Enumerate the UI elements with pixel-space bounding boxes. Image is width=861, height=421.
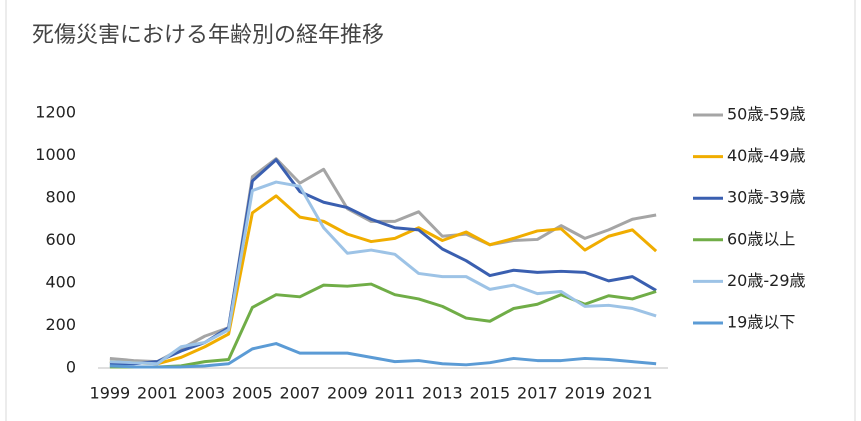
x-tick-label: 2009 bbox=[327, 384, 368, 403]
legend-label: 40歳-49歳 bbox=[727, 146, 806, 165]
y-tick-label: 200 bbox=[45, 315, 76, 334]
series-line bbox=[109, 194, 658, 366]
x-tick-label: 2019 bbox=[565, 384, 606, 403]
series-line bbox=[109, 342, 657, 369]
x-tick-label: 2001 bbox=[137, 384, 178, 403]
legend-label: 30歳-39歳 bbox=[727, 188, 806, 207]
legend-label: 19歳以下 bbox=[727, 313, 795, 332]
x-tick-label: 2007 bbox=[280, 384, 321, 403]
y-tick-label: 1200 bbox=[35, 103, 76, 122]
x-tick-label: 2015 bbox=[470, 384, 511, 403]
x-tick-label: 2017 bbox=[517, 384, 558, 403]
legend-label: 20歳-29歳 bbox=[727, 271, 806, 290]
legend-label: 60歳以上 bbox=[727, 229, 795, 248]
y-tick-label: 0 bbox=[66, 358, 76, 377]
series-line bbox=[109, 158, 657, 366]
x-tick-label: 2003 bbox=[185, 384, 226, 403]
y-tick-label: 400 bbox=[45, 273, 76, 292]
series-line bbox=[109, 180, 657, 366]
x-tick-label: 1999 bbox=[90, 384, 131, 403]
chart-title: 死傷災害における年齢別の経年推移 bbox=[32, 23, 384, 48]
y-tick-label: 800 bbox=[45, 188, 76, 207]
y-tick-label: 1000 bbox=[35, 145, 76, 164]
x-tick-label: 2021 bbox=[612, 384, 653, 403]
x-tick-label: 2011 bbox=[375, 384, 416, 403]
series-line bbox=[109, 157, 657, 364]
x-tick-label: 2013 bbox=[422, 384, 463, 403]
x-tick-label: 2005 bbox=[232, 384, 273, 403]
legend-label: 50歳-59歳 bbox=[727, 105, 806, 124]
series-line bbox=[109, 282, 657, 369]
y-tick-label: 600 bbox=[45, 230, 76, 249]
